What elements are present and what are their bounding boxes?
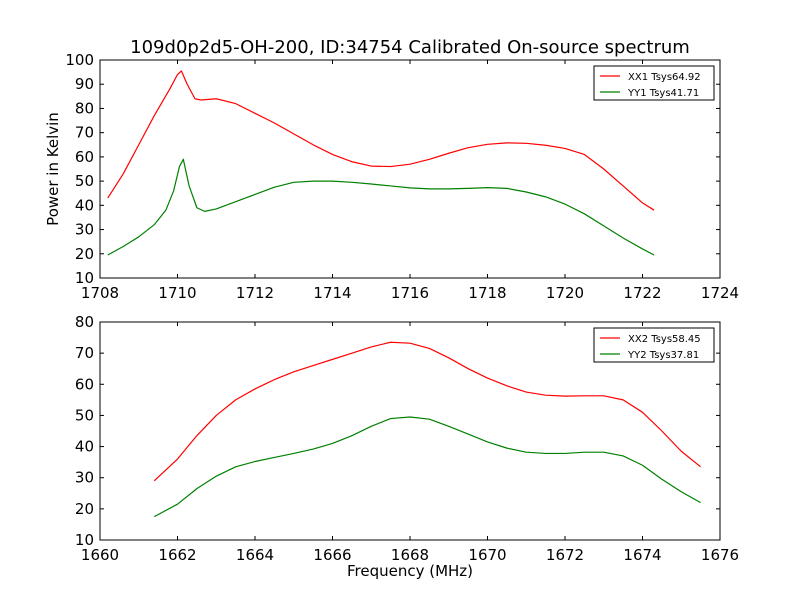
y-tick-label: 60 bbox=[75, 148, 94, 166]
y-tick-label: 70 bbox=[75, 344, 94, 362]
x-tick-label: 1720 bbox=[546, 284, 584, 302]
x-tick-label: 1674 bbox=[623, 546, 661, 564]
series-line-2-1 bbox=[153, 341, 702, 482]
y-tick-label: 40 bbox=[75, 196, 94, 214]
x-tick-label: 1712 bbox=[236, 284, 274, 302]
bottom-panel: 1660 1662 1664 1666 1668 1670 1672 1674 1676 10 20… bbox=[75, 313, 739, 580]
y-tick-label: 80 bbox=[75, 313, 94, 331]
top-panel: 1708 1710 1712 1714 1716 1718 1720 1722 1724 10 20… bbox=[44, 51, 739, 302]
legend-box bbox=[593, 327, 715, 363]
series-line-1-1 bbox=[107, 70, 655, 211]
x-tick-label: 1718 bbox=[468, 284, 506, 302]
y-tick-label: 70 bbox=[75, 124, 94, 142]
x-tick-label: 1710 bbox=[158, 284, 196, 302]
x-tick-label: 1660 bbox=[81, 546, 119, 564]
y-tick-label: 40 bbox=[75, 438, 94, 456]
y-tick-label: 100 bbox=[65, 51, 94, 69]
x-tick-label: 1722 bbox=[623, 284, 661, 302]
x-tick-label: 1716 bbox=[391, 284, 429, 302]
x-tick-label: 1666 bbox=[313, 546, 351, 564]
y-tick-label: 30 bbox=[75, 221, 94, 239]
legend-label: YY2 Tsys37.81 bbox=[627, 350, 699, 361]
y-tick-label: 90 bbox=[75, 75, 94, 93]
x-tick-label: 1724 bbox=[701, 284, 739, 302]
legend-box bbox=[593, 65, 715, 101]
legend: XX2 Tsys58.45 YY2 Tsys37.81 bbox=[593, 327, 715, 363]
series-line-2-2 bbox=[153, 416, 701, 518]
x-axis-label: Frequency (MHz) bbox=[347, 562, 473, 580]
x-tick-label: 1676 bbox=[701, 546, 739, 564]
x-tick-label: 1662 bbox=[158, 546, 196, 564]
y-tick-label: 50 bbox=[75, 172, 94, 190]
x-tick-label: 1664 bbox=[236, 546, 274, 564]
y-tick-label: 10 bbox=[75, 531, 94, 549]
y-tick-label: 20 bbox=[75, 245, 94, 263]
x-tick-label: 1708 bbox=[81, 284, 119, 302]
y-axis-label: Power in Kelvin bbox=[44, 112, 62, 226]
chart-title: 109d0p2d5-OH-200, ID:34754 Calibrated On… bbox=[130, 37, 690, 58]
x-tick-label: 1668 bbox=[391, 546, 429, 564]
y-tick-label: 60 bbox=[75, 375, 94, 393]
legend: XX1 Tsys64.92 YY1 Tsys41.71 bbox=[593, 65, 715, 101]
legend-label: YY1 Tsys41.71 bbox=[627, 88, 699, 99]
x-tick-label: 1670 bbox=[468, 546, 506, 564]
y-tick-label: 50 bbox=[75, 406, 94, 424]
y-tick-label: 20 bbox=[75, 500, 94, 518]
x-tick-label: 1672 bbox=[546, 546, 584, 564]
series-line-1-2 bbox=[107, 158, 655, 256]
legend-label: XX1 Tsys64.92 bbox=[628, 72, 701, 83]
y-tick-label: 30 bbox=[75, 469, 94, 487]
y-tick-label: 10 bbox=[75, 269, 94, 287]
y-tick-label: 80 bbox=[75, 99, 94, 117]
legend-label: XX2 Tsys58.45 bbox=[628, 334, 701, 345]
x-tick-label: 1714 bbox=[313, 284, 351, 302]
